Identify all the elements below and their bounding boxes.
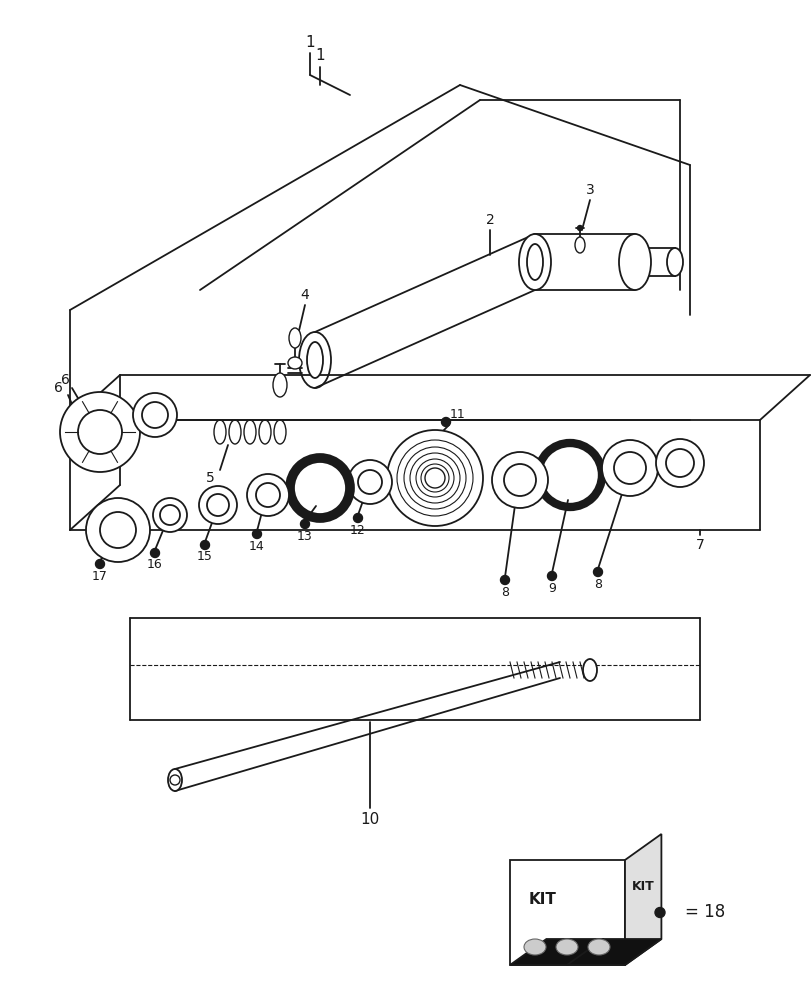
Circle shape xyxy=(547,572,556,580)
Ellipse shape xyxy=(618,234,650,290)
Circle shape xyxy=(613,452,646,484)
Text: 6: 6 xyxy=(54,381,62,395)
Circle shape xyxy=(665,449,693,477)
Text: 1: 1 xyxy=(305,35,315,50)
Text: KIT: KIT xyxy=(631,880,654,893)
Circle shape xyxy=(78,410,122,454)
Circle shape xyxy=(150,548,159,558)
Circle shape xyxy=(152,498,187,532)
Text: 10: 10 xyxy=(360,812,380,827)
Circle shape xyxy=(169,775,180,785)
Circle shape xyxy=(491,452,547,508)
Circle shape xyxy=(207,494,229,516)
Polygon shape xyxy=(509,939,661,965)
Text: 3: 3 xyxy=(585,183,594,197)
Circle shape xyxy=(300,520,309,528)
Ellipse shape xyxy=(307,342,323,378)
Circle shape xyxy=(86,498,150,562)
Text: 2: 2 xyxy=(485,213,494,227)
Circle shape xyxy=(601,440,657,496)
Circle shape xyxy=(655,439,703,487)
Ellipse shape xyxy=(526,244,543,280)
Text: 1: 1 xyxy=(315,48,324,63)
Text: 8: 8 xyxy=(594,578,601,590)
Text: 15: 15 xyxy=(197,550,212,564)
Circle shape xyxy=(133,393,177,437)
Ellipse shape xyxy=(582,659,596,681)
Text: 5: 5 xyxy=(205,471,214,485)
Circle shape xyxy=(358,470,381,494)
Circle shape xyxy=(441,418,450,426)
Circle shape xyxy=(420,464,448,492)
Circle shape xyxy=(593,568,602,576)
Polygon shape xyxy=(509,860,624,965)
Circle shape xyxy=(577,226,581,231)
Text: 9: 9 xyxy=(547,582,556,594)
Ellipse shape xyxy=(574,237,584,253)
Circle shape xyxy=(100,512,135,548)
Text: KIT: KIT xyxy=(528,892,556,907)
Circle shape xyxy=(353,514,362,522)
Circle shape xyxy=(410,453,460,503)
Text: 13: 13 xyxy=(297,530,312,542)
Text: 7: 7 xyxy=(695,538,703,552)
Text: 8: 8 xyxy=(500,585,508,598)
Ellipse shape xyxy=(168,769,182,791)
Circle shape xyxy=(504,464,535,496)
Circle shape xyxy=(142,402,168,428)
Circle shape xyxy=(200,540,209,550)
Text: 17: 17 xyxy=(92,570,108,582)
Circle shape xyxy=(199,486,237,524)
Ellipse shape xyxy=(288,357,302,369)
Circle shape xyxy=(397,440,473,516)
Text: 11: 11 xyxy=(449,408,466,422)
Circle shape xyxy=(348,460,392,504)
Ellipse shape xyxy=(523,939,545,955)
Circle shape xyxy=(252,530,261,538)
Ellipse shape xyxy=(272,373,286,397)
Circle shape xyxy=(654,907,664,917)
Ellipse shape xyxy=(587,939,609,955)
Circle shape xyxy=(500,576,508,584)
Ellipse shape xyxy=(518,234,551,290)
Polygon shape xyxy=(624,834,661,965)
Text: 14: 14 xyxy=(249,540,264,552)
Ellipse shape xyxy=(289,328,301,348)
Ellipse shape xyxy=(666,248,682,276)
Circle shape xyxy=(255,483,280,507)
Circle shape xyxy=(404,447,466,509)
Text: 16: 16 xyxy=(147,558,163,572)
Circle shape xyxy=(160,505,180,525)
Text: = 18: = 18 xyxy=(684,903,724,921)
Text: 6: 6 xyxy=(61,373,70,387)
Ellipse shape xyxy=(556,939,577,955)
Text: 4: 4 xyxy=(300,288,309,302)
Circle shape xyxy=(387,430,483,526)
Circle shape xyxy=(247,474,289,516)
Circle shape xyxy=(424,468,444,488)
Text: 12: 12 xyxy=(350,524,366,536)
Circle shape xyxy=(415,459,453,497)
Circle shape xyxy=(60,392,139,472)
Circle shape xyxy=(96,560,105,568)
